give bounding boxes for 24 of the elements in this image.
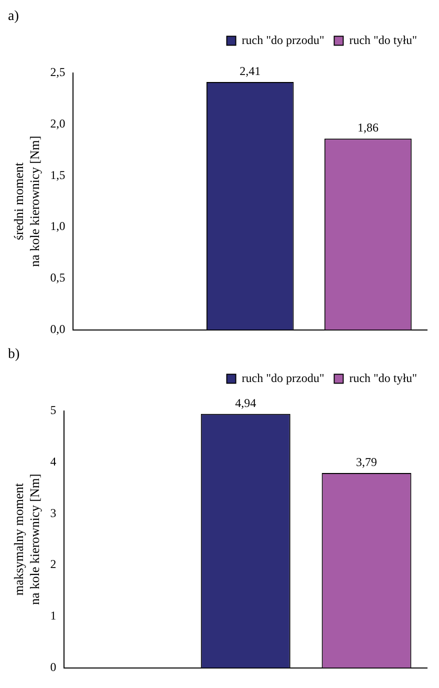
y-tick-label: 1,5 — [50, 168, 66, 182]
chart-title: b) — [8, 347, 20, 362]
data-label: 3,79 — [356, 455, 378, 470]
y-tick-label: 0 — [50, 660, 56, 674]
y-tick-label: 1 — [50, 608, 56, 623]
y-tick-label: 4 — [50, 454, 56, 468]
y-tick-label: 2,0 — [50, 116, 66, 130]
data-label: 2,41 — [240, 64, 261, 78]
chart-title: a) — [8, 9, 20, 24]
y-tick-label: 1,0 — [50, 219, 66, 234]
y-tick-label: 0,5 — [50, 270, 66, 285]
y-axis-title: średni moment na kole kierownicy [Nm] — [11, 136, 42, 267]
legend-label: ruch "do przodu" — [242, 32, 324, 47]
y-tick-label: 3 — [50, 506, 56, 520]
data-label: 1,86 — [358, 120, 379, 135]
y-tick-label: 2 — [50, 557, 56, 572]
legend-label: ruch "do tyłu" — [349, 32, 418, 47]
y-tick-label: 5 — [50, 402, 56, 417]
legend-label: ruch "do tyłu" — [349, 370, 418, 385]
y-axis-title: maksymalny moment na kole kierownicy [Nm] — [11, 474, 42, 605]
data-label: 4,94 — [235, 396, 256, 410]
y-tick-label: 2,5 — [50, 64, 66, 79]
y-tick-label: 0,0 — [50, 322, 66, 336]
legend-label: ruch "do przodu" — [242, 370, 324, 385]
